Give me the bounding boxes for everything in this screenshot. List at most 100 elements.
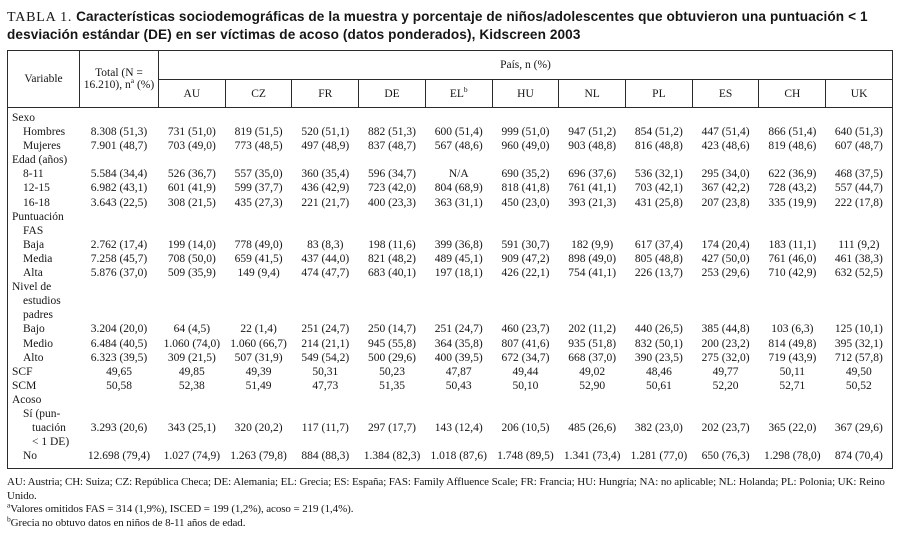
cell-value: 650 (76,3) (701, 450, 750, 463)
cell-value: 52,20 (712, 379, 739, 392)
cell-value: 49,85 (178, 365, 205, 378)
cell-value: 567 (48,6) (434, 140, 483, 153)
total-footnote-marker: a (130, 76, 135, 86)
row-label-line: SCF (12, 365, 33, 378)
col-header-pl: PL (625, 79, 693, 108)
row-label-line: SCM (12, 379, 37, 392)
country-header-row: AU CZ FR DE ELb HU NL PL ES CH UK (8, 79, 893, 108)
cell-value: 226 (13,7) (634, 267, 683, 280)
cell-value: 903 (48,8) (568, 140, 617, 153)
cell-value: 50,43 (445, 379, 472, 392)
section-row: Sexo (8, 108, 893, 126)
cell-value: 5.584 (34,4) (90, 168, 148, 181)
row-label-line: padres (23, 309, 54, 322)
total-header-suffix: (%) (134, 79, 155, 91)
cell-value: 668 (37,0) (568, 351, 617, 364)
cell-value: 536 (32,1) (634, 168, 683, 181)
cell-value: 819 (51,5) (234, 126, 283, 139)
cell-value: 50,58 (106, 379, 132, 392)
cell-value: 103 (6,3) (771, 323, 814, 336)
row-label: Alto (8, 351, 80, 365)
cell-value: 423 (48,6) (701, 140, 750, 153)
table-title-text: Características sociodemográficas de la … (7, 9, 868, 42)
cell-value: 854 (51,2) (634, 126, 683, 139)
cell-value: 5.876 (37,0) (90, 267, 148, 280)
cell-value: 999 (51,0) (501, 126, 550, 139)
cell-value: 47,87 (445, 365, 472, 378)
cell-value: 22 (1,4) (240, 323, 277, 336)
row-label-line: < 1 DE) (32, 436, 70, 449)
row-label-line: FAS (23, 224, 44, 237)
cell-value: 703 (42,1) (634, 182, 683, 195)
row-label: Acoso (8, 393, 893, 407)
row-label: No (8, 449, 80, 469)
row-label-line: Mujeres (23, 140, 61, 153)
cell-value: 221 (21,7) (301, 196, 350, 209)
section-row: Edad (años) (8, 153, 893, 167)
cell-value: 143 (12,4) (434, 422, 483, 435)
col-header-uk: UK (825, 79, 893, 108)
col-header-au: AU (158, 79, 226, 108)
row-label-line: Puntuación (12, 210, 64, 223)
cell-value: 1.281 (77,0) (630, 450, 688, 463)
cell-value: 117 (11,7) (301, 422, 349, 435)
cell-value: 253 (29,6) (701, 267, 750, 280)
section-row: Puntuación FAS (8, 210, 893, 238)
cell-value: 450 (23,0) (501, 196, 550, 209)
cell-value: 182 (9,9) (571, 238, 614, 251)
footnotes: AU: Austria; CH: Suiza; CZ: República Ch… (7, 476, 895, 530)
cell-value: 1.060 (66,7) (230, 337, 287, 350)
cell-value: 50,61 (645, 379, 672, 392)
cell-value: 50,23 (379, 365, 405, 378)
row-label-line: 8-11 (23, 168, 44, 181)
cell-value: 64 (4,5) (173, 323, 211, 336)
cell-value: 710 (42,9) (768, 267, 817, 280)
cell-value: 395 (32,1) (834, 337, 883, 350)
cell-value: 320 (20,2) (234, 422, 283, 435)
country-footnote-marker: b (463, 84, 468, 94)
cell-value: 275 (32,0) (701, 351, 750, 364)
cell-value: 884 (88,3) (301, 450, 350, 463)
cell-value: 1.018 (87,6) (430, 450, 487, 463)
cell-value: 607 (48,7) (834, 140, 883, 153)
table-row: Sí (pun-tuación < 1 DE) 3.293 (20,6) 343 (2… (8, 407, 893, 449)
col-header-de: DE (358, 79, 426, 108)
cell-value: 7.901 (48,7) (90, 140, 148, 153)
cell-value: 385 (44,8) (701, 323, 750, 336)
cell-value: 945 (55,8) (368, 337, 416, 350)
cell-value: 818 (41,8) (501, 182, 550, 195)
cell-value: 335 (19,9) (768, 196, 817, 209)
cell-value: 659 (41,5) (234, 252, 283, 265)
cell-value: 500 (29,6) (368, 351, 416, 364)
cell-value: 874 (70,4) (834, 450, 883, 463)
cell-value: 1.298 (78,0) (764, 450, 821, 463)
table-row: SCM 50,58 52,38 51,49 47,73 51,35 50,43 50,10 52… (8, 379, 893, 393)
cell-value: 12.698 (79,4) (87, 450, 151, 463)
cell-value: 819 (48,6) (768, 140, 817, 153)
cell-value: 3.293 (20,6) (90, 422, 148, 435)
footnote-line: AU: Austria; CH: Suiza; CZ: República Ch… (7, 476, 885, 502)
cell-value: 617 (37,4) (634, 238, 683, 251)
cell-value: 816 (48,8) (634, 140, 683, 153)
cell-value: 49,65 (106, 365, 132, 378)
row-label: Puntuación FAS (8, 210, 893, 238)
cell-value: 52,38 (178, 379, 205, 392)
cell-value: 837 (48,7) (368, 140, 416, 153)
cell-value: 52,71 (779, 379, 806, 392)
cell-value: 805 (48,8) (634, 252, 683, 265)
row-label: 12-15 (8, 181, 80, 195)
cell-value: 207 (23,8) (701, 196, 750, 209)
col-header-es: ES (691, 79, 760, 108)
cell-value: 489 (45,1) (434, 252, 483, 265)
cell-value: 696 (37,6) (568, 168, 617, 181)
cell-value: 51,35 (379, 379, 405, 392)
row-label: SCM (8, 379, 80, 393)
row-label: Hombres (8, 125, 80, 139)
cell-value: 683 (40,1) (368, 267, 416, 280)
cell-value: 728 (43,2) (768, 182, 817, 195)
cell-value: 485 (26,6) (568, 422, 617, 435)
cell-value: 250 (14,7) (368, 323, 416, 336)
cell-value: 50,31 (312, 365, 339, 378)
table-row: No 12.698 (79,4) 1.027 (74,9) 1.263 (79,8) 8… (8, 449, 893, 469)
cell-value: 804 (68,9) (434, 182, 483, 195)
